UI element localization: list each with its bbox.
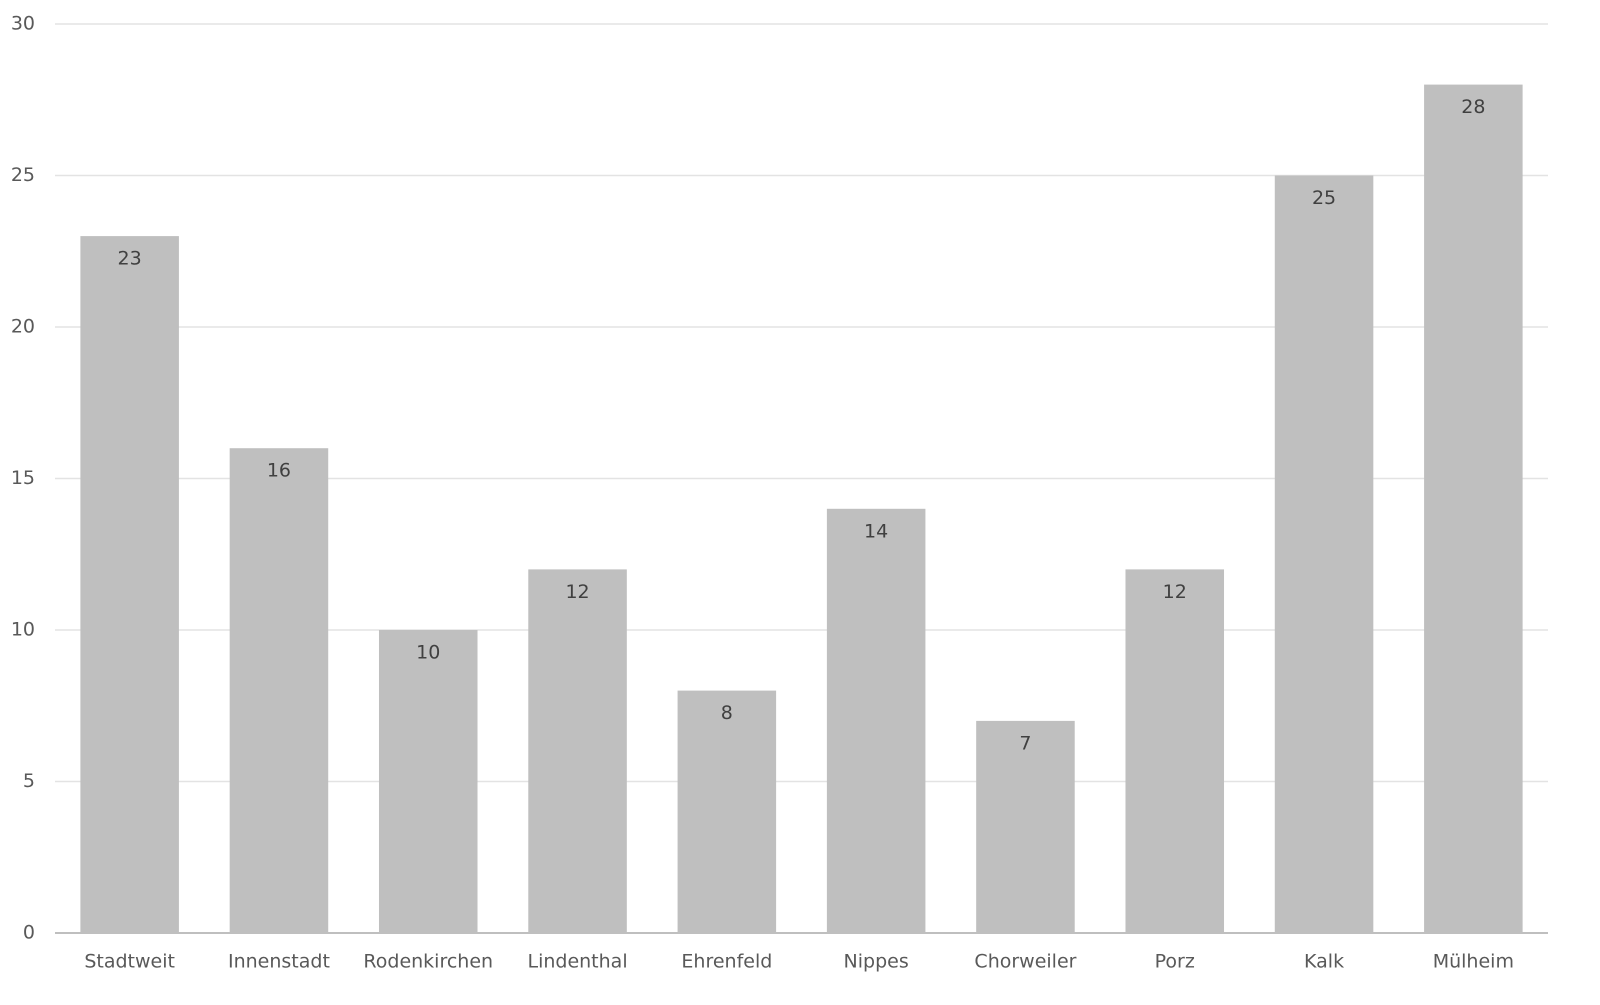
bar	[677, 690, 777, 933]
value-label: 28	[1461, 96, 1485, 118]
bar	[1125, 569, 1225, 933]
y-tick-label: 0	[23, 922, 35, 944]
bar	[1274, 175, 1374, 933]
value-label: 25	[1312, 187, 1336, 209]
value-label: 12	[1163, 581, 1187, 603]
value-label: 8	[721, 702, 733, 724]
y-tick-label: 10	[11, 619, 35, 641]
y-tick-label: 20	[11, 316, 35, 338]
bar	[826, 508, 926, 933]
bar	[80, 236, 179, 934]
x-tick-label: Lindenthal	[527, 951, 627, 973]
y-tick-label: 15	[11, 467, 35, 489]
value-label: 14	[864, 520, 888, 542]
x-tick-label: Stadtweit	[84, 951, 175, 973]
value-label: 10	[416, 642, 440, 664]
x-tick-label: Porz	[1155, 951, 1195, 973]
value-label: 12	[565, 581, 589, 603]
y-tick-label: 5	[23, 770, 35, 792]
y-tick-label: 25	[11, 164, 35, 186]
x-tick-label: Mülheim	[1433, 951, 1514, 973]
bar	[229, 448, 329, 933]
bar	[378, 630, 478, 933]
bar	[1424, 84, 1523, 934]
x-tick-label: Chorweiler	[974, 951, 1076, 973]
x-tick-label: Innenstadt	[228, 951, 330, 973]
y-tick-label: 30	[11, 13, 35, 35]
x-tick-label: Kalk	[1304, 951, 1344, 973]
x-tick-label: Nippes	[844, 951, 909, 973]
x-tick-label: Ehrenfeld	[681, 951, 772, 973]
value-label: 7	[1019, 732, 1031, 754]
value-label: 23	[118, 248, 142, 270]
value-label: 16	[267, 460, 291, 482]
x-tick-label: Rodenkirchen	[363, 951, 493, 973]
bar	[528, 569, 627, 933]
bar	[976, 720, 1075, 933]
